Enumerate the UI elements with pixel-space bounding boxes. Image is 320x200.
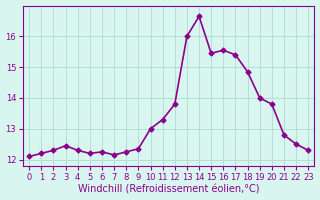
X-axis label: Windchill (Refroidissement éolien,°C): Windchill (Refroidissement éolien,°C) [78, 184, 260, 194]
